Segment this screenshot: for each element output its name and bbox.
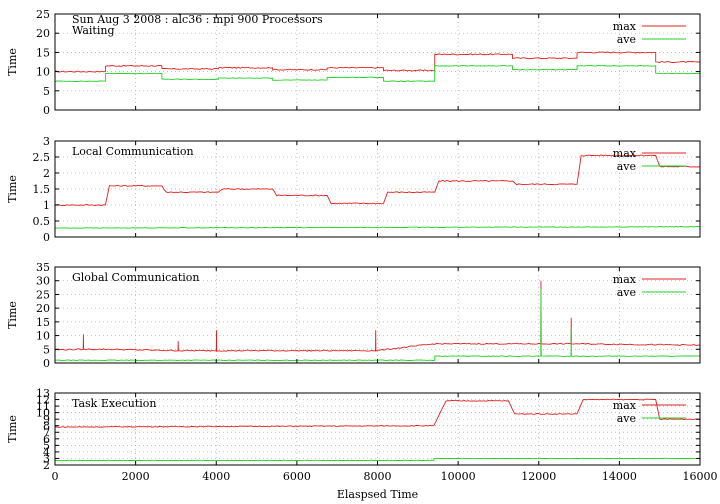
y-tick-label: 0 — [43, 104, 50, 117]
series-line-ave — [54, 65, 701, 82]
legend-label-ave: ave — [617, 286, 636, 299]
panel-1: 0 0.5 1 1.5 2 2.5 3 Time Local Communication maxa… — [6, 135, 701, 244]
y-tick-label: 10 — [36, 407, 50, 420]
y-tick-label: 15 — [36, 46, 50, 59]
series-line-ave — [55, 288, 701, 361]
y-tick-label: 1.5 — [33, 183, 51, 196]
legend-label-max: max — [613, 399, 637, 412]
x-tick-label: 14000 — [602, 470, 637, 483]
y-tick-label: 4 — [43, 446, 50, 459]
y-tick-label: 30 — [36, 275, 50, 288]
y-tick-label: 5 — [43, 343, 50, 356]
y-tick-label: 15 — [36, 316, 50, 329]
y-tick-label: 0 — [43, 357, 50, 370]
y-tick-label: 2 — [43, 459, 50, 472]
y-tick-label: 3 — [43, 452, 50, 465]
y-tick-label: 35 — [36, 261, 50, 274]
legend-label-ave: ave — [617, 160, 636, 173]
x-tick-label: 16000 — [683, 470, 718, 483]
series-line-max — [54, 280, 701, 352]
series-line-max — [54, 51, 700, 73]
x-tick-label: 10000 — [441, 470, 476, 483]
panel-title: Global Communication — [72, 271, 200, 284]
series-line-ave — [54, 226, 701, 229]
y-tick-label: 5 — [43, 85, 50, 98]
y-axis-title: Time — [6, 48, 19, 76]
legend-label-max: max — [613, 273, 637, 286]
x-tick-label: 12000 — [521, 470, 556, 483]
y-tick-label: 3 — [43, 135, 50, 148]
y-tick-label: 5 — [43, 439, 50, 452]
y-tick-label: 8 — [43, 420, 50, 433]
x-tick-label: 6000 — [283, 470, 311, 483]
series-line-max — [54, 154, 701, 207]
y-tick-label: 1 — [43, 199, 50, 212]
x-tick-label: 4000 — [202, 470, 230, 483]
legend-label-ave: ave — [617, 412, 636, 425]
legend-label-max: max — [613, 20, 637, 33]
y-tick-label: 12 — [36, 394, 50, 407]
y-tick-label: 2.5 — [33, 151, 51, 164]
panel-title: Waiting — [72, 24, 115, 37]
y-tick-label: 20 — [36, 302, 50, 315]
legend-label-ave: ave — [617, 33, 636, 46]
y-tick-label: 20 — [36, 27, 50, 40]
series-line-max — [54, 398, 701, 428]
y-tick-label: 6 — [43, 433, 50, 446]
x-tick-label: 2000 — [122, 470, 150, 483]
y-tick-label: 10 — [36, 330, 50, 343]
y-tick-label: 10 — [36, 66, 50, 79]
x-axis-title: Elaspsed Time — [337, 488, 418, 501]
y-tick-label: 9 — [43, 413, 50, 426]
x-tick-label: 0 — [52, 470, 59, 483]
y-axis-title: Time — [6, 301, 19, 329]
legend-label-max: max — [613, 147, 637, 160]
y-tick-label: 25 — [36, 288, 50, 301]
panel-title: Local Communication — [72, 145, 194, 158]
x-tick-label: 8000 — [364, 470, 392, 483]
panel-title: Task Execution — [72, 397, 156, 410]
y-tick-label: 11 — [36, 400, 50, 413]
y-tick-label: 0 — [43, 231, 50, 244]
y-tick-label: 25 — [36, 8, 50, 21]
y-axis-title: Time — [6, 175, 19, 203]
series-line-ave — [54, 457, 701, 462]
figure-header: Sun Aug 3 2008 : alc36 : mpi 900 Process… — [72, 13, 323, 26]
y-axis-title: Time — [6, 415, 19, 443]
y-tick-label: 2 — [43, 167, 50, 180]
y-tick-label: 7 — [43, 426, 50, 439]
y-tick-label: 13 — [36, 387, 50, 400]
y-tick-label: 0.5 — [33, 215, 51, 228]
